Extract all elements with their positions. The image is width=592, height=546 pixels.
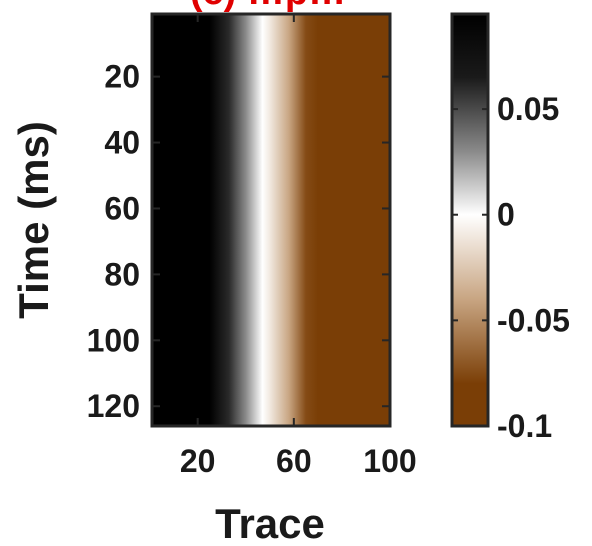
colorbar-tick-label: -0.05 bbox=[497, 302, 570, 338]
x-tick-label: 60 bbox=[276, 443, 312, 479]
colorbar bbox=[452, 14, 488, 426]
x-axis-label: Trace bbox=[215, 500, 325, 546]
heatmap-axes-frame bbox=[150, 12, 392, 428]
y-tick-label: 80 bbox=[104, 256, 140, 292]
colorbar-tick-label: 0 bbox=[497, 197, 515, 233]
chart-title: (c) …p… bbox=[190, 0, 346, 13]
colorbar-ticks: 0.05 0 -0.05 -0.1 bbox=[452, 91, 570, 444]
heatmap-image bbox=[152, 14, 390, 426]
y-axis-ticks: 20 40 60 80 100 120 bbox=[87, 59, 390, 424]
x-axis-ticks: 20 60 100 bbox=[180, 14, 417, 479]
y-tick-label: 40 bbox=[104, 125, 140, 161]
x-tick-label: 20 bbox=[180, 443, 216, 479]
y-tick-label: 100 bbox=[87, 322, 140, 358]
y-tick-label: 120 bbox=[87, 388, 140, 424]
y-tick-label: 60 bbox=[104, 190, 140, 226]
colorbar-tick-label: 0.05 bbox=[497, 91, 559, 127]
colorbar-tick-label: -0.1 bbox=[497, 408, 552, 444]
colorbar-frame bbox=[450, 12, 490, 428]
y-axis-label: Time (ms) bbox=[10, 121, 57, 319]
y-tick-label: 20 bbox=[104, 59, 140, 95]
x-tick-label: 100 bbox=[363, 443, 416, 479]
